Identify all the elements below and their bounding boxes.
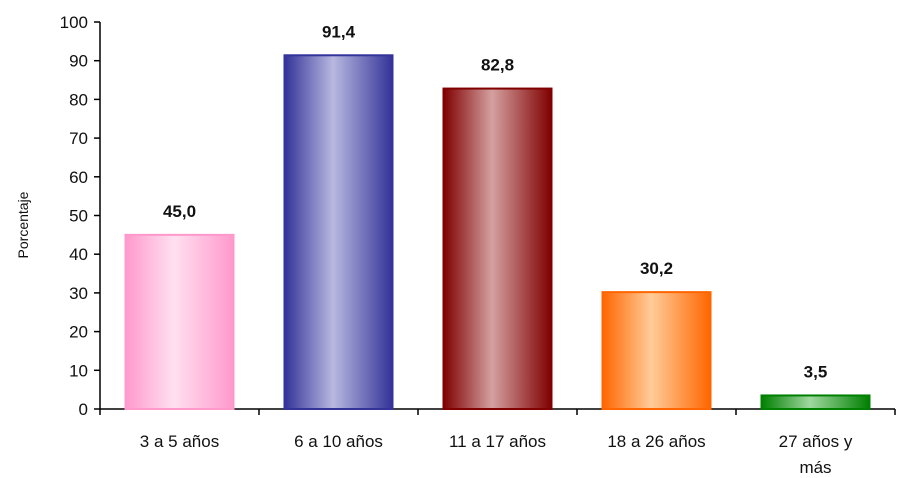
x-tick-label-line: más — [799, 458, 831, 477]
x-tick-label: 27 años y más — [779, 432, 853, 477]
y-tick-label: 20 — [69, 323, 88, 342]
bar-5 — [760, 394, 871, 410]
y-tick-label: 10 — [69, 361, 88, 380]
data-label: 91,4 — [322, 22, 356, 41]
y-tick-label: 40 — [69, 245, 88, 264]
x-tick-label-line: 3 a 5 años — [140, 432, 219, 451]
bar-4 — [601, 291, 712, 411]
y-tick-label: 30 — [69, 284, 88, 303]
bar-1 — [124, 233, 235, 410]
y-axis: 0 10 20 30 40 50 60 70 80 90 100 — [60, 13, 101, 419]
y-tick-label: 60 — [69, 168, 88, 187]
data-label: 30,2 — [640, 259, 673, 278]
y-tick-label: 50 — [69, 207, 88, 226]
bar-2 — [283, 54, 394, 410]
y-tick-label: 90 — [69, 52, 88, 71]
y-tick-label: 100 — [60, 13, 88, 32]
x-tick-label: 11 a 17 años — [449, 432, 546, 451]
bar-3 — [442, 87, 553, 411]
data-label: 3,5 — [804, 362, 828, 381]
data-label: 45,0 — [163, 202, 196, 221]
x-tick-label-line: 6 a 10 años — [294, 432, 383, 451]
y-axis-title: Porcentaje — [15, 191, 31, 258]
bars — [124, 54, 871, 411]
x-tick-label: 6 a 10 años — [294, 432, 383, 451]
y-tick-label: 0 — [79, 400, 88, 419]
data-label: 82,8 — [481, 56, 514, 75]
y-tick-label: 80 — [69, 90, 88, 109]
x-tick-label-line: 27 años y — [779, 432, 853, 451]
x-tick-label-line: 11 a 17 años — [449, 432, 546, 451]
x-axis: 3 a 5 años 6 a 10 años 11 a 17 años 18 a 26… — [99, 408, 896, 477]
data-labels: 45,0 91,4 82,8 30,2 3,5 — [163, 22, 827, 381]
x-tick-label: 3 a 5 años — [140, 432, 219, 451]
y-tick-label: 70 — [69, 129, 88, 148]
x-tick-label-line: 18 a 26 años — [607, 432, 705, 451]
x-tick-label: 18 a 26 años — [607, 432, 705, 451]
